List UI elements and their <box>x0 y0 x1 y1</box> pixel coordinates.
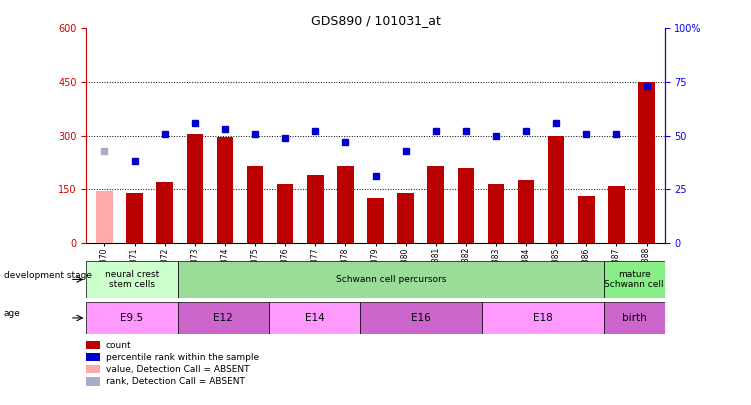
Bar <box>178 261 604 298</box>
Text: mature
Schwann cell: mature Schwann cell <box>605 270 664 289</box>
Text: value, Detection Call = ABSENT: value, Detection Call = ABSENT <box>106 365 249 374</box>
Text: birth: birth <box>622 313 647 323</box>
Text: E16: E16 <box>412 313 431 323</box>
Text: age: age <box>4 309 20 318</box>
Bar <box>126 193 143 243</box>
Bar <box>307 175 324 243</box>
Bar <box>86 302 178 334</box>
Text: count: count <box>106 341 131 350</box>
Bar <box>86 261 178 298</box>
Bar <box>608 186 625 243</box>
Bar <box>360 302 482 334</box>
Text: E9.5: E9.5 <box>120 313 143 323</box>
Text: rank, Detection Call = ABSENT: rank, Detection Call = ABSENT <box>106 377 245 386</box>
Bar <box>578 196 595 243</box>
Bar <box>269 302 360 334</box>
Bar <box>367 198 384 243</box>
Text: percentile rank within the sample: percentile rank within the sample <box>106 353 259 362</box>
Bar <box>638 82 655 243</box>
Text: E18: E18 <box>533 313 553 323</box>
Title: GDS890 / 101031_at: GDS890 / 101031_at <box>311 14 440 27</box>
Bar <box>247 166 264 243</box>
Bar <box>604 302 665 334</box>
Bar <box>216 137 234 243</box>
Bar <box>156 182 173 243</box>
Bar <box>427 166 444 243</box>
Text: E12: E12 <box>213 313 234 323</box>
Bar <box>487 184 504 243</box>
Text: development stage: development stage <box>4 271 92 280</box>
Text: neural crest
stem cells: neural crest stem cells <box>105 270 159 289</box>
Bar <box>96 191 113 243</box>
Bar <box>457 168 474 243</box>
Bar <box>517 180 535 243</box>
Bar <box>482 302 604 334</box>
Bar <box>337 166 354 243</box>
Bar <box>277 184 294 243</box>
Bar <box>548 136 565 243</box>
Text: Schwann cell percursors: Schwann cell percursors <box>336 275 446 284</box>
Bar <box>186 134 203 243</box>
Bar <box>604 261 665 298</box>
Bar <box>397 193 414 243</box>
Bar <box>178 302 269 334</box>
Text: E14: E14 <box>305 313 324 323</box>
